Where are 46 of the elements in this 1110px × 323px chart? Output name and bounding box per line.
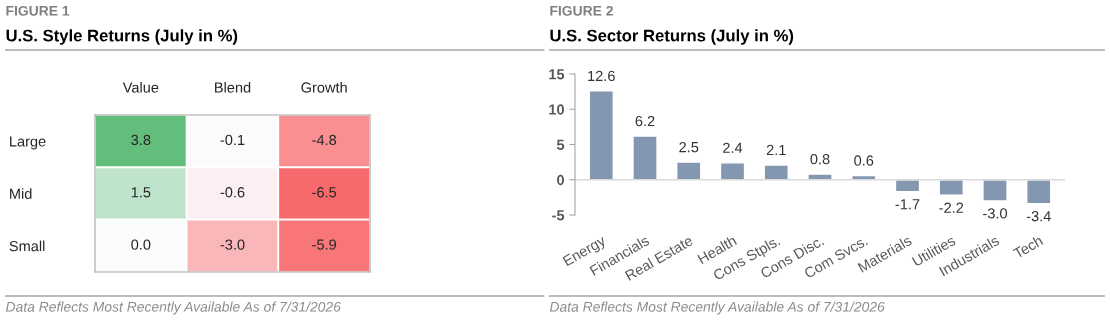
y-tick-label: 5 [556, 139, 565, 150]
text: -2.2 [939, 202, 964, 213]
data-label: 1.5 [131, 187, 151, 198]
bar [719, 162, 746, 181]
bar [1026, 179, 1052, 205]
y-tick-label: 0 [557, 174, 564, 186]
chart-title: U.S. Style Returns (July in %) [6, 29, 238, 45]
text: -1.7 [895, 199, 920, 210]
bar [982, 179, 1008, 202]
chart-title: U.S. Sector Returns (July in %) [550, 29, 794, 45]
x-tick-label: Value [122, 81, 159, 93]
text: Data Reflects Most Recently Available As of 7/31/2026 [5, 301, 341, 315]
bar [938, 179, 964, 196]
text: 2.1 [766, 144, 786, 155]
y-tick-label: 15 [549, 69, 565, 80]
x-tick-label: Growth [301, 81, 347, 93]
text: 0.8 [810, 153, 830, 165]
text: 0.6 [854, 155, 874, 166]
data-label: 3.8 [131, 134, 151, 146]
bar [632, 135, 658, 181]
chart-subtitle: FIGURE 2 [550, 5, 613, 16]
x-tick-label: Tech [1012, 234, 1044, 259]
bar [763, 164, 789, 181]
data-label: -0.1 [220, 134, 245, 146]
text: Data Reflects Most Recently Available As of 7/31/2026 [549, 301, 885, 315]
y-tick-label: Large [10, 136, 46, 150]
data-label: 0.0 [131, 239, 151, 250]
text: 12.6 [588, 70, 615, 82]
text: -3.0 [983, 208, 1007, 219]
data-label: -6.5 [312, 187, 337, 198]
text: -3.4 [1026, 211, 1051, 222]
data-label: -0.6 [220, 187, 245, 198]
y-tick-label: Mid [10, 188, 32, 199]
chart-subtitle: FIGURE 1 [6, 5, 70, 16]
y-tick-label: 10 [549, 104, 564, 115]
data-label: -4.8 [312, 134, 337, 146]
text: 6.2 [635, 115, 655, 127]
data-label: -3.0 [220, 239, 245, 250]
bar [676, 161, 702, 181]
text: 2.5 [679, 141, 699, 153]
data-label: -5.9 [312, 239, 337, 250]
text: 2.4 [723, 142, 743, 153]
x-tick-label: Blend [215, 81, 251, 93]
bar [588, 90, 614, 181]
y-tick-label: -5 [552, 210, 565, 221]
y-tick-label: Small [9, 240, 45, 252]
